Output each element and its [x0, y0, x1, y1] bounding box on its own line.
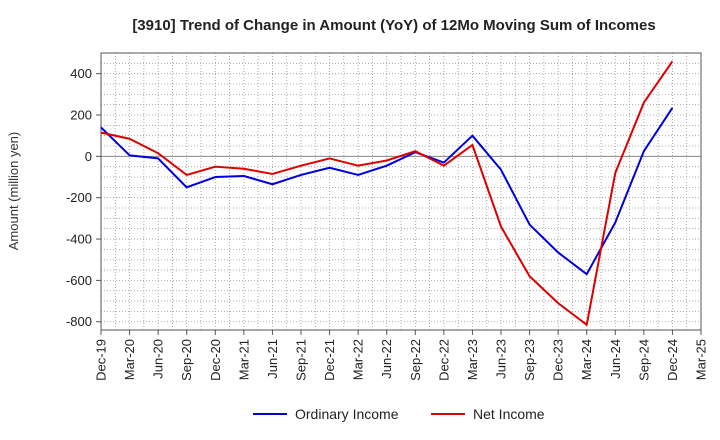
x-tick-label: Mar-25	[694, 339, 709, 380]
x-tick-label: Dec-20	[208, 339, 223, 381]
x-tick-label: Sep-24	[636, 339, 651, 381]
x-tick-label: Dec-23	[551, 339, 566, 381]
x-tick-label: Mar-23	[465, 339, 480, 380]
y-tick-labels: 400 200 0 -200 -400 -600 -800	[66, 66, 101, 329]
x-tick-label: Mar-20	[122, 339, 137, 380]
x-tick-label: Dec-22	[436, 339, 451, 381]
x-tick-labels: Dec-19 Mar-20 Jun-20 Sep-20 Dec-20 Mar-21 Jun-…	[94, 330, 709, 381]
x-tick-label: Jun-21	[265, 339, 280, 379]
x-tick-label: Dec-21	[322, 339, 337, 381]
x-tick-label: Sep-20	[179, 339, 194, 381]
x-tick-label: Mar-21	[236, 339, 251, 380]
y-tick-label: -600	[66, 273, 92, 288]
legend: Ordinary Income Net Income	[253, 406, 545, 422]
chart-title: [3910] Trend of Change in Amount (YoY) o…	[132, 17, 655, 34]
x-tick-label: Sep-22	[408, 339, 423, 381]
x-tick-label: Mar-24	[579, 339, 594, 380]
series-lines	[100, 60, 674, 326]
y-tick-label: -800	[66, 314, 92, 329]
series-line-ordinary-income	[100, 107, 674, 276]
legend-label: Net Income	[473, 406, 545, 422]
x-tick-label: Sep-23	[522, 339, 537, 381]
x-tick-label: Dec-24	[665, 339, 680, 381]
x-tick-label: Jun-23	[494, 339, 509, 379]
x-tick-label: Jun-20	[151, 339, 166, 379]
series-line-net-income	[100, 60, 674, 326]
legend-label: Ordinary Income	[295, 406, 399, 422]
y-tick-label: 200	[70, 108, 92, 123]
y-tick-label: -400	[66, 232, 92, 247]
grid-lines	[101, 53, 701, 330]
plot-area-frame	[100, 52, 702, 331]
x-tick-label: Jun-22	[379, 339, 394, 379]
y-tick-label: 400	[70, 66, 92, 81]
x-tick-label: Dec-19	[94, 339, 109, 381]
x-tick-label: Jun-24	[608, 339, 623, 379]
y-tick-label: 0	[85, 149, 92, 164]
y-tick-label: -200	[66, 190, 92, 205]
x-tick-label: Mar-22	[351, 339, 366, 380]
y-axis-label: Amount (million yen)	[6, 132, 21, 251]
x-tick-label: Sep-21	[294, 339, 309, 381]
